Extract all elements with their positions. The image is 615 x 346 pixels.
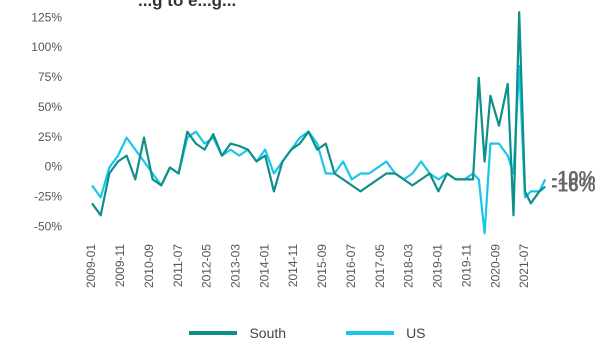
x-tick-label: 2020-09 <box>488 244 502 288</box>
legend-item-south: South <box>189 325 286 341</box>
x-tick-label: 2019-01 <box>431 244 445 288</box>
plot-area <box>91 11 547 235</box>
x-tick-label: 2010-09 <box>142 244 156 288</box>
y-axis: 125% 100% 75% 50% 25% 0% -25% -50% <box>31 10 62 233</box>
x-tick-label: 2012-05 <box>200 244 214 288</box>
x-tick-label: 2019-11 <box>459 244 473 287</box>
legend-item-us: US <box>346 325 426 341</box>
x-tick-label: 2013-03 <box>229 244 243 288</box>
legend-label-south: South <box>249 325 287 341</box>
end-label-south: -16% <box>551 176 595 197</box>
x-tick-label: 2015-09 <box>315 244 329 288</box>
legend: South US <box>0 325 615 341</box>
legend-label-us: US <box>406 325 426 341</box>
y-tick-label: 125% <box>31 10 62 24</box>
y-tick-label: -25% <box>34 190 62 204</box>
chart-title: ...g to e...g... <box>138 0 237 10</box>
legend-swatch-us <box>346 331 395 335</box>
series-line-south <box>91 11 546 217</box>
end-label-us: -10% <box>551 168 595 189</box>
x-tick-label: 2016-07 <box>344 244 358 288</box>
y-tick-label: 0% <box>45 160 63 174</box>
y-tick-label: 25% <box>38 130 62 144</box>
x-tick-label: 2009-01 <box>84 244 98 288</box>
y-tick-label: 50% <box>38 100 62 114</box>
y-tick-label: 75% <box>38 70 62 84</box>
x-tick-label: 2014-01 <box>257 244 271 288</box>
x-tick-label: 2021-07 <box>517 244 531 288</box>
x-tick-label: 2011-07 <box>171 244 185 287</box>
x-axis: 2009-01 2009-11 2010-09 2011-07 2012-05 2013-… <box>84 244 531 288</box>
end-labels: -16%-10% <box>551 168 595 196</box>
x-tick-label: 2018-03 <box>402 244 416 288</box>
x-tick-label: 2009-11 <box>113 244 127 287</box>
y-tick-label: 100% <box>31 40 62 54</box>
y-tick-label: -50% <box>34 219 62 233</box>
x-tick-label: 2017-05 <box>373 244 387 288</box>
x-tick-label: 2014-11 <box>286 244 300 287</box>
legend-swatch-south <box>189 331 238 335</box>
